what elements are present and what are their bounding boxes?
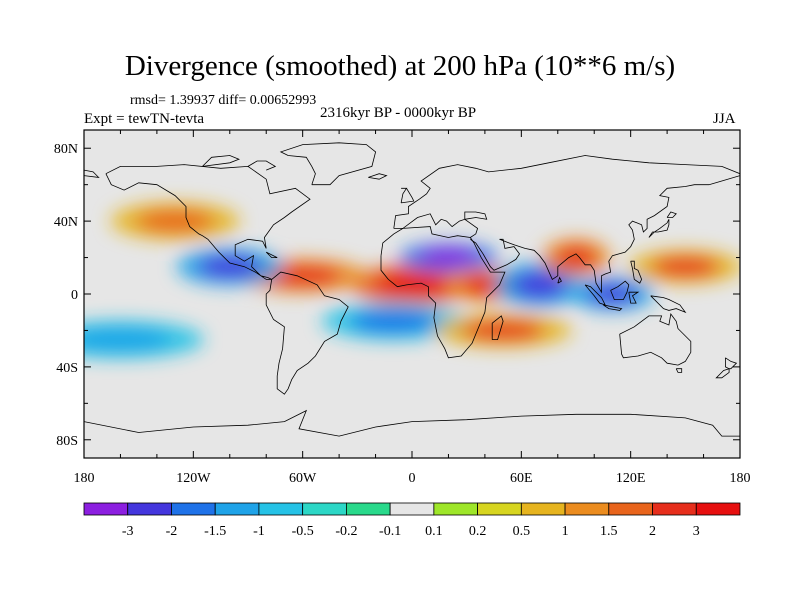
x-tick-label: 0 <box>409 471 416 486</box>
x-tick-label: 60W <box>289 471 317 486</box>
colorbar-swatch <box>214 502 260 516</box>
colorbar-swatch <box>433 502 479 516</box>
coastline-28 <box>84 169 100 178</box>
coastline-5 <box>464 211 488 220</box>
x-tick-label: 60E <box>510 471 533 486</box>
coastline-26 <box>368 173 388 180</box>
field-core-3 <box>197 255 262 279</box>
colorbar-label: 2 <box>649 524 656 539</box>
coastline-2 <box>380 226 506 359</box>
colorbar-swatch <box>258 502 304 516</box>
coastline-12 <box>675 368 683 373</box>
colorbar-label: 0.2 <box>469 524 487 539</box>
coastline-18 <box>628 291 640 304</box>
colorbar-label: -2 <box>166 524 178 539</box>
y-tick-label: 80N <box>54 142 78 157</box>
y-tick-label: 40N <box>54 215 78 230</box>
x-tick-label: 120E <box>616 471 646 486</box>
x-tick-label: 120W <box>176 471 211 486</box>
y-tick-label: 80S <box>56 434 78 449</box>
colorbar: -3 -2 -1.5 -1 -0.5 -0.2 -0.1 0.1 0.2 0.5 1 1.5 2 3 <box>83 502 741 539</box>
colorbar-label: -3 <box>122 524 134 539</box>
coastline-4 <box>393 213 479 238</box>
coastline-9 <box>247 160 277 171</box>
coastline-8 <box>279 142 377 186</box>
colorbar-label: -0.5 <box>292 524 314 539</box>
colorbar-label: 0.5 <box>513 524 531 539</box>
coastline-17 <box>610 280 630 300</box>
coastline-1 <box>265 271 349 395</box>
coastline-19 <box>650 295 687 314</box>
y-axis: 80N 40N 0 40S 80S <box>54 142 740 449</box>
map-area <box>84 130 740 458</box>
colorbar-swatch <box>127 502 172 516</box>
colorbar-label: -0.1 <box>379 524 401 539</box>
coastline-27 <box>84 409 740 437</box>
experiment-label: Expt = tewTN-tevta <box>84 111 205 127</box>
x-axis: 180 120W 60W 0 60E 120E 180 <box>74 130 751 486</box>
season-label: JJA <box>713 111 736 127</box>
coastlines <box>84 142 740 437</box>
coastline-23 <box>491 315 504 341</box>
field-core-2 <box>263 265 342 287</box>
coastline-14 <box>715 368 730 379</box>
colorbar-swatch <box>564 502 610 516</box>
coastline-11 <box>619 313 692 366</box>
stats-label: rmsd= 1.39937 diff= 0.00652993 <box>130 93 317 108</box>
field-core-0 <box>375 272 449 298</box>
colorbar-swatch <box>608 502 653 516</box>
field-core-1 <box>418 248 479 267</box>
colorbar-label: 1 <box>562 524 569 539</box>
coastline-21 <box>648 219 670 238</box>
coastline-0 <box>105 164 311 280</box>
chart-title: Divergence (smoothed) at 200 hPa (10**6 … <box>124 50 676 82</box>
field-core-6 <box>555 246 597 270</box>
colorbar-label: 0.1 <box>425 524 443 539</box>
coastline-20 <box>630 260 643 284</box>
colorbar-swatch <box>302 502 347 516</box>
field-core-10 <box>461 320 545 341</box>
coastline-10 <box>202 155 240 167</box>
coastline-7 <box>400 187 415 204</box>
colorbar-swatch <box>83 502 129 516</box>
coastline-24 <box>557 276 562 284</box>
colorbar-swatch <box>171 502 216 516</box>
colorbar-label: -1 <box>253 524 265 539</box>
colorbar-label: 1.5 <box>600 524 618 539</box>
colorbar-swatch <box>652 502 697 516</box>
colorbar-swatch <box>345 502 391 516</box>
coastline-25 <box>265 251 278 259</box>
field-core-9 <box>350 309 438 333</box>
colorbar-swatch <box>520 502 566 516</box>
y-tick-label: 0 <box>71 288 78 303</box>
colorbar-swatch <box>389 502 435 516</box>
x-tick-label: 180 <box>74 471 95 486</box>
colorbar-swatch <box>695 502 741 516</box>
coastline-16 <box>603 304 623 311</box>
colorbar-label: -1.5 <box>204 524 226 539</box>
field-core-12 <box>84 328 172 352</box>
coastline-13 <box>725 357 738 370</box>
y-tick-label: 40S <box>56 361 78 376</box>
coastline-6 <box>470 175 740 294</box>
x-tick-label: 180 <box>730 471 751 486</box>
field-core-5 <box>511 271 568 299</box>
coastline-3 <box>393 155 740 229</box>
period-label: 2316kyr BP - 0000kyr BP <box>320 105 477 121</box>
field-core-8 <box>650 256 720 278</box>
coastline-22 <box>666 211 677 218</box>
field-core-11 <box>136 209 215 233</box>
colorbar-label: 3 <box>693 524 700 539</box>
colorbar-label: -0.2 <box>335 524 357 539</box>
colorbar-swatch <box>477 502 522 516</box>
